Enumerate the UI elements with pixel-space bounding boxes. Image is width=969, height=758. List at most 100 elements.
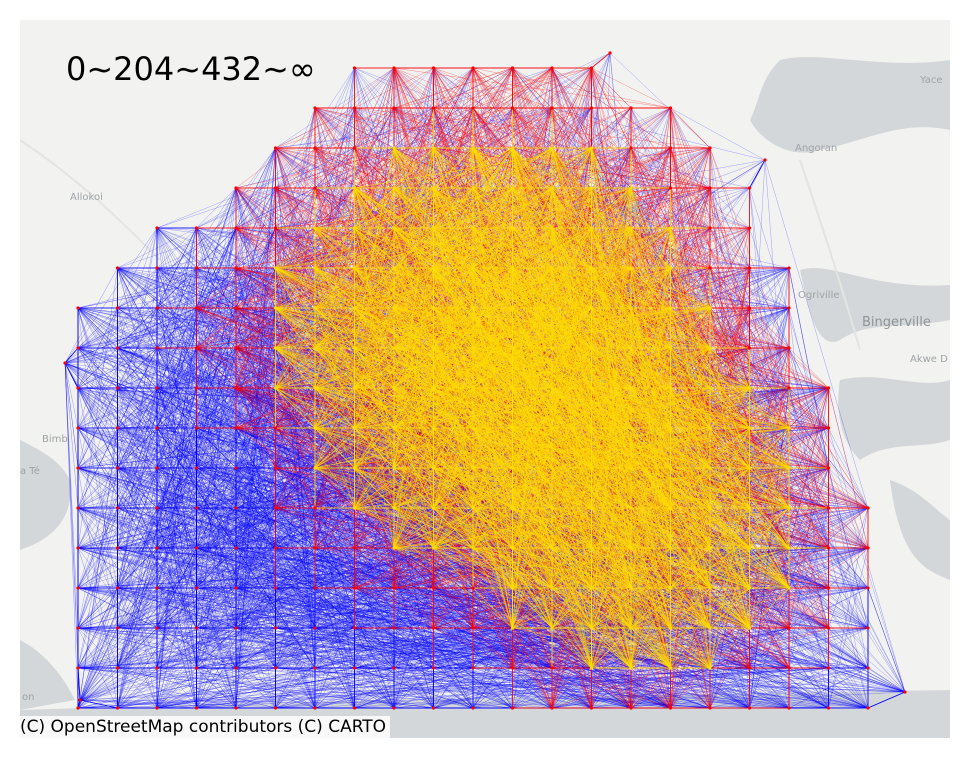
flow-line — [117, 547, 553, 669]
flow-line — [77, 667, 829, 709]
flow-line — [79, 627, 276, 701]
flow-line — [64, 107, 592, 364]
flow-line — [79, 467, 158, 701]
flow-line — [235, 187, 355, 709]
flow-line — [117, 387, 316, 589]
flow-line — [235, 147, 276, 589]
flow-line — [117, 507, 632, 709]
flow-line — [156, 427, 513, 709]
flow-line — [117, 307, 158, 349]
flow-line — [275, 467, 553, 669]
flow-line — [117, 667, 316, 709]
flow-line — [156, 52, 611, 269]
flow-line — [314, 587, 434, 709]
flow-line — [630, 187, 750, 229]
flow-line — [77, 307, 513, 669]
flow-line — [77, 347, 355, 629]
flow-line — [117, 107, 474, 309]
flow-line — [156, 427, 355, 709]
flow-line — [77, 427, 197, 629]
lagoon-water — [890, 480, 950, 580]
flow-line — [79, 427, 118, 701]
flow-line — [512, 667, 632, 709]
flow-line — [117, 387, 237, 669]
flow-line — [64, 347, 237, 364]
flow-line — [77, 307, 355, 589]
flow-line — [79, 547, 395, 701]
flow-line — [393, 52, 611, 189]
flow-line — [77, 507, 197, 629]
flow-line — [788, 467, 906, 693]
flow-line — [512, 107, 553, 149]
flow-line — [77, 467, 118, 589]
flow-line — [156, 67, 434, 349]
flow-line — [117, 387, 316, 669]
flow-line — [354, 667, 869, 709]
flow-line — [117, 347, 316, 629]
flow-line — [77, 627, 906, 693]
flow-line — [196, 427, 395, 629]
flow-line — [314, 507, 355, 629]
flow-line — [77, 307, 434, 669]
lagoon-water — [838, 377, 950, 460]
flow-line — [788, 307, 829, 669]
flow-line — [156, 427, 197, 549]
flow-line — [788, 427, 829, 549]
flow-line — [77, 667, 434, 709]
flow-line — [156, 347, 513, 629]
flow-line — [788, 267, 829, 469]
flow-line — [709, 267, 750, 389]
flow-line — [156, 587, 750, 709]
flow-line — [77, 227, 197, 349]
flow-line — [77, 427, 671, 709]
flow-line — [117, 587, 474, 629]
flow-line — [828, 507, 869, 709]
flow-line — [235, 547, 434, 669]
flow-line — [314, 627, 434, 669]
flow-line — [314, 587, 513, 709]
flow-line — [235, 667, 434, 709]
flow-line — [472, 587, 513, 709]
flow-line — [79, 227, 237, 701]
flow-line — [235, 467, 276, 669]
map-canvas[interactable]: Yace Angoran Allokoi Ogriville Bingervil… — [20, 20, 950, 738]
flow-line — [235, 667, 276, 709]
flow-line — [314, 667, 355, 709]
flow-line — [79, 627, 474, 701]
flow-line — [314, 667, 750, 709]
flow-line — [551, 107, 766, 161]
flow-line — [77, 467, 434, 669]
flow-line — [64, 362, 158, 509]
flow-line — [670, 107, 766, 161]
flow-line — [156, 267, 276, 629]
lagoon-water — [20, 640, 75, 710]
flow-line — [196, 507, 237, 629]
od-flow-map — [20, 20, 950, 738]
flow-line — [275, 547, 474, 669]
flow-line — [235, 547, 513, 669]
flow-line — [156, 307, 197, 349]
flow-line — [117, 667, 237, 709]
flow-line — [196, 347, 237, 469]
flow-line — [156, 547, 355, 669]
flow-line — [77, 507, 355, 549]
flow-line — [630, 147, 671, 189]
flow-line — [117, 467, 474, 669]
flow-line — [749, 159, 766, 429]
lagoon-water — [20, 440, 71, 550]
flow-line — [609, 52, 711, 149]
flow-line — [77, 387, 276, 509]
flow-line — [117, 427, 158, 469]
flow-line — [77, 467, 355, 589]
flow-line — [196, 507, 237, 709]
flow-line — [117, 227, 158, 349]
flow-line — [235, 387, 276, 669]
flow-line — [64, 362, 79, 469]
flow-line — [196, 67, 395, 349]
flow-line — [764, 159, 869, 509]
flow-line — [196, 587, 474, 629]
flow-line — [196, 587, 474, 629]
flow-line — [156, 667, 829, 709]
flow-line — [433, 627, 474, 669]
flow-line — [64, 67, 395, 364]
